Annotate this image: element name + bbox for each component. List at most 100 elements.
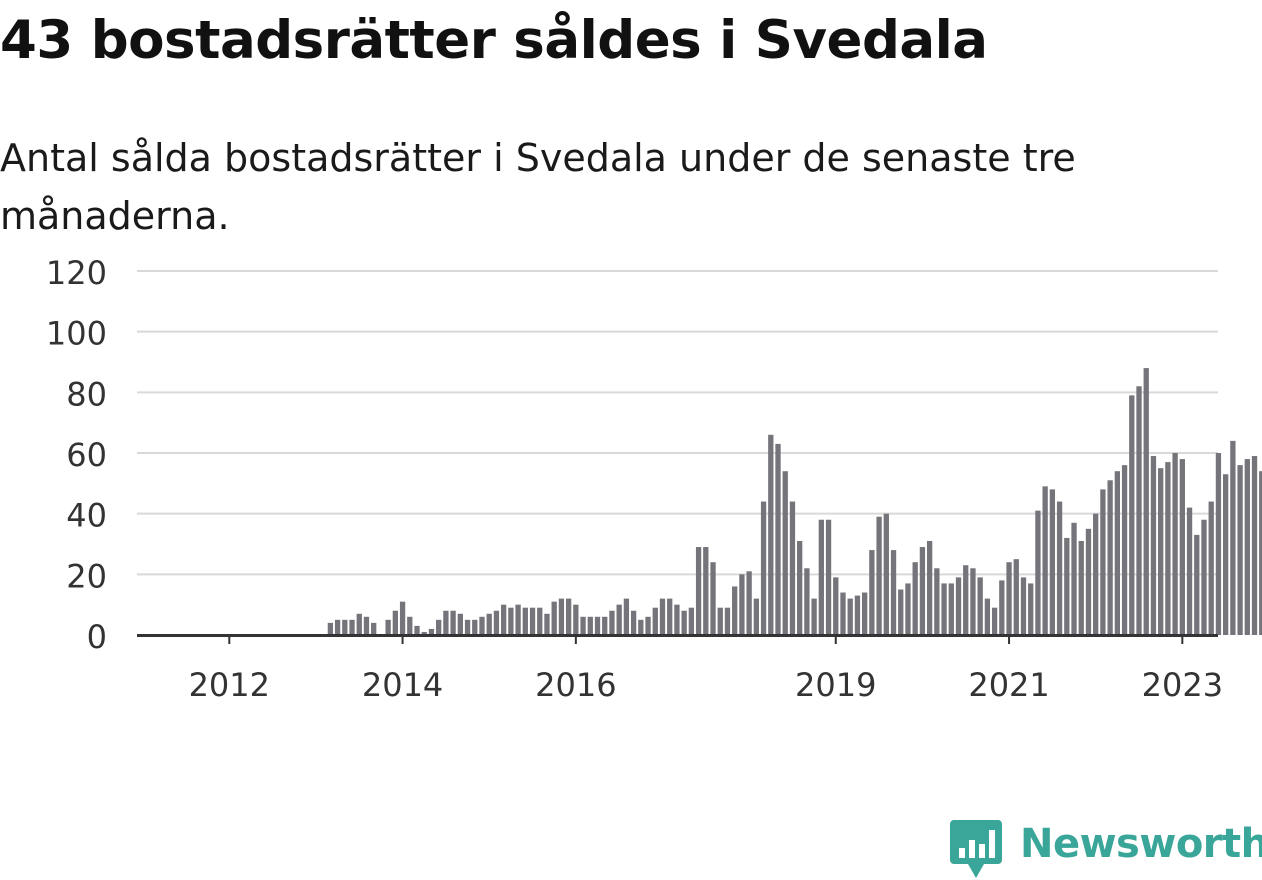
y-tick-label: 20 — [66, 557, 107, 595]
bar — [508, 607, 514, 635]
x-tick-label: 2016 — [535, 666, 616, 704]
bar — [869, 550, 875, 635]
bar — [739, 574, 745, 635]
bar — [659, 598, 666, 635]
bar — [840, 592, 846, 635]
newsworthy-logo: Newsworthy — [950, 818, 1262, 880]
bar — [955, 577, 962, 635]
bar — [818, 519, 824, 635]
y-tick-label: 120 — [46, 254, 107, 292]
bar — [768, 434, 774, 635]
bar — [1129, 395, 1135, 635]
bar — [363, 616, 370, 635]
bar — [349, 619, 355, 635]
y-tick-label: 40 — [66, 497, 107, 535]
bar — [472, 619, 478, 635]
y-axis-ticks: 0 20 40 60 80 100 120 — [46, 254, 107, 656]
bar — [558, 598, 565, 635]
bar — [1064, 537, 1070, 635]
bar — [486, 613, 492, 635]
bar — [565, 598, 572, 635]
bar — [587, 616, 593, 635]
x-tick-label: 2021 — [968, 666, 1049, 704]
bar — [334, 619, 341, 635]
bar — [977, 577, 983, 635]
bar — [522, 607, 528, 635]
bar — [811, 598, 817, 635]
bar — [493, 610, 500, 635]
x-tick-label: 2023 — [1142, 666, 1223, 704]
bar — [428, 628, 435, 635]
bar — [537, 607, 543, 635]
bar — [1244, 459, 1250, 635]
bar — [1107, 480, 1113, 635]
bar — [436, 619, 442, 635]
newsworthy-wordmark: Newsworthy — [1020, 821, 1262, 867]
bar — [1237, 465, 1243, 635]
bar — [450, 610, 456, 635]
bar — [695, 547, 702, 635]
bar — [1035, 510, 1041, 635]
bar — [1259, 471, 1262, 635]
bar — [616, 604, 622, 635]
bar — [342, 619, 348, 635]
bar — [1215, 453, 1222, 635]
bar — [1208, 501, 1214, 635]
bar — [991, 607, 998, 635]
bar — [732, 586, 738, 635]
bar — [724, 607, 731, 635]
chart-subtitle: Antal sålda bostadsrätter i Svedala unde… — [0, 136, 1076, 238]
bar — [645, 616, 651, 635]
bar — [782, 471, 788, 635]
page-title: 43 bostadsrätter såldes i Svedala — [0, 10, 988, 71]
bar — [1194, 534, 1200, 635]
bar — [1150, 456, 1157, 635]
bar — [638, 619, 644, 635]
bar — [573, 604, 579, 635]
bar — [890, 550, 897, 635]
bar — [753, 598, 759, 635]
bar — [1085, 528, 1092, 635]
bar — [327, 622, 334, 635]
bar — [1100, 489, 1106, 635]
bar — [999, 580, 1005, 635]
bar — [746, 571, 752, 635]
bar — [688, 607, 695, 635]
bar — [876, 516, 882, 635]
bar — [854, 595, 861, 635]
bar — [898, 589, 904, 635]
bar — [926, 540, 933, 635]
bar — [1179, 459, 1185, 635]
bar — [1114, 471, 1120, 635]
bar — [1165, 462, 1171, 635]
newsworthy-chart-bubble-icon — [950, 820, 1002, 878]
y-tick-label: 100 — [46, 315, 107, 353]
bar — [551, 601, 557, 635]
bar — [529, 607, 536, 635]
bar — [385, 619, 391, 635]
bar — [883, 513, 889, 635]
bar — [984, 598, 991, 635]
bar — [825, 519, 832, 635]
bar — [623, 598, 630, 635]
bar — [681, 610, 687, 635]
bar — [1143, 368, 1149, 635]
bar — [717, 607, 723, 635]
bar — [580, 616, 586, 635]
bar — [912, 562, 918, 635]
bar — [1028, 583, 1034, 635]
bar — [1056, 501, 1063, 635]
bar — [1201, 519, 1207, 635]
x-tick-label: 2019 — [795, 666, 876, 704]
bar — [775, 443, 781, 635]
bar — [1251, 456, 1258, 635]
gridlines — [137, 270, 1218, 576]
bar — [862, 592, 868, 635]
bar — [443, 610, 449, 635]
x-tick-label: 2012 — [189, 666, 270, 704]
bar — [544, 613, 550, 635]
bar — [703, 547, 709, 635]
bar — [1093, 513, 1099, 635]
bars — [327, 368, 1262, 635]
